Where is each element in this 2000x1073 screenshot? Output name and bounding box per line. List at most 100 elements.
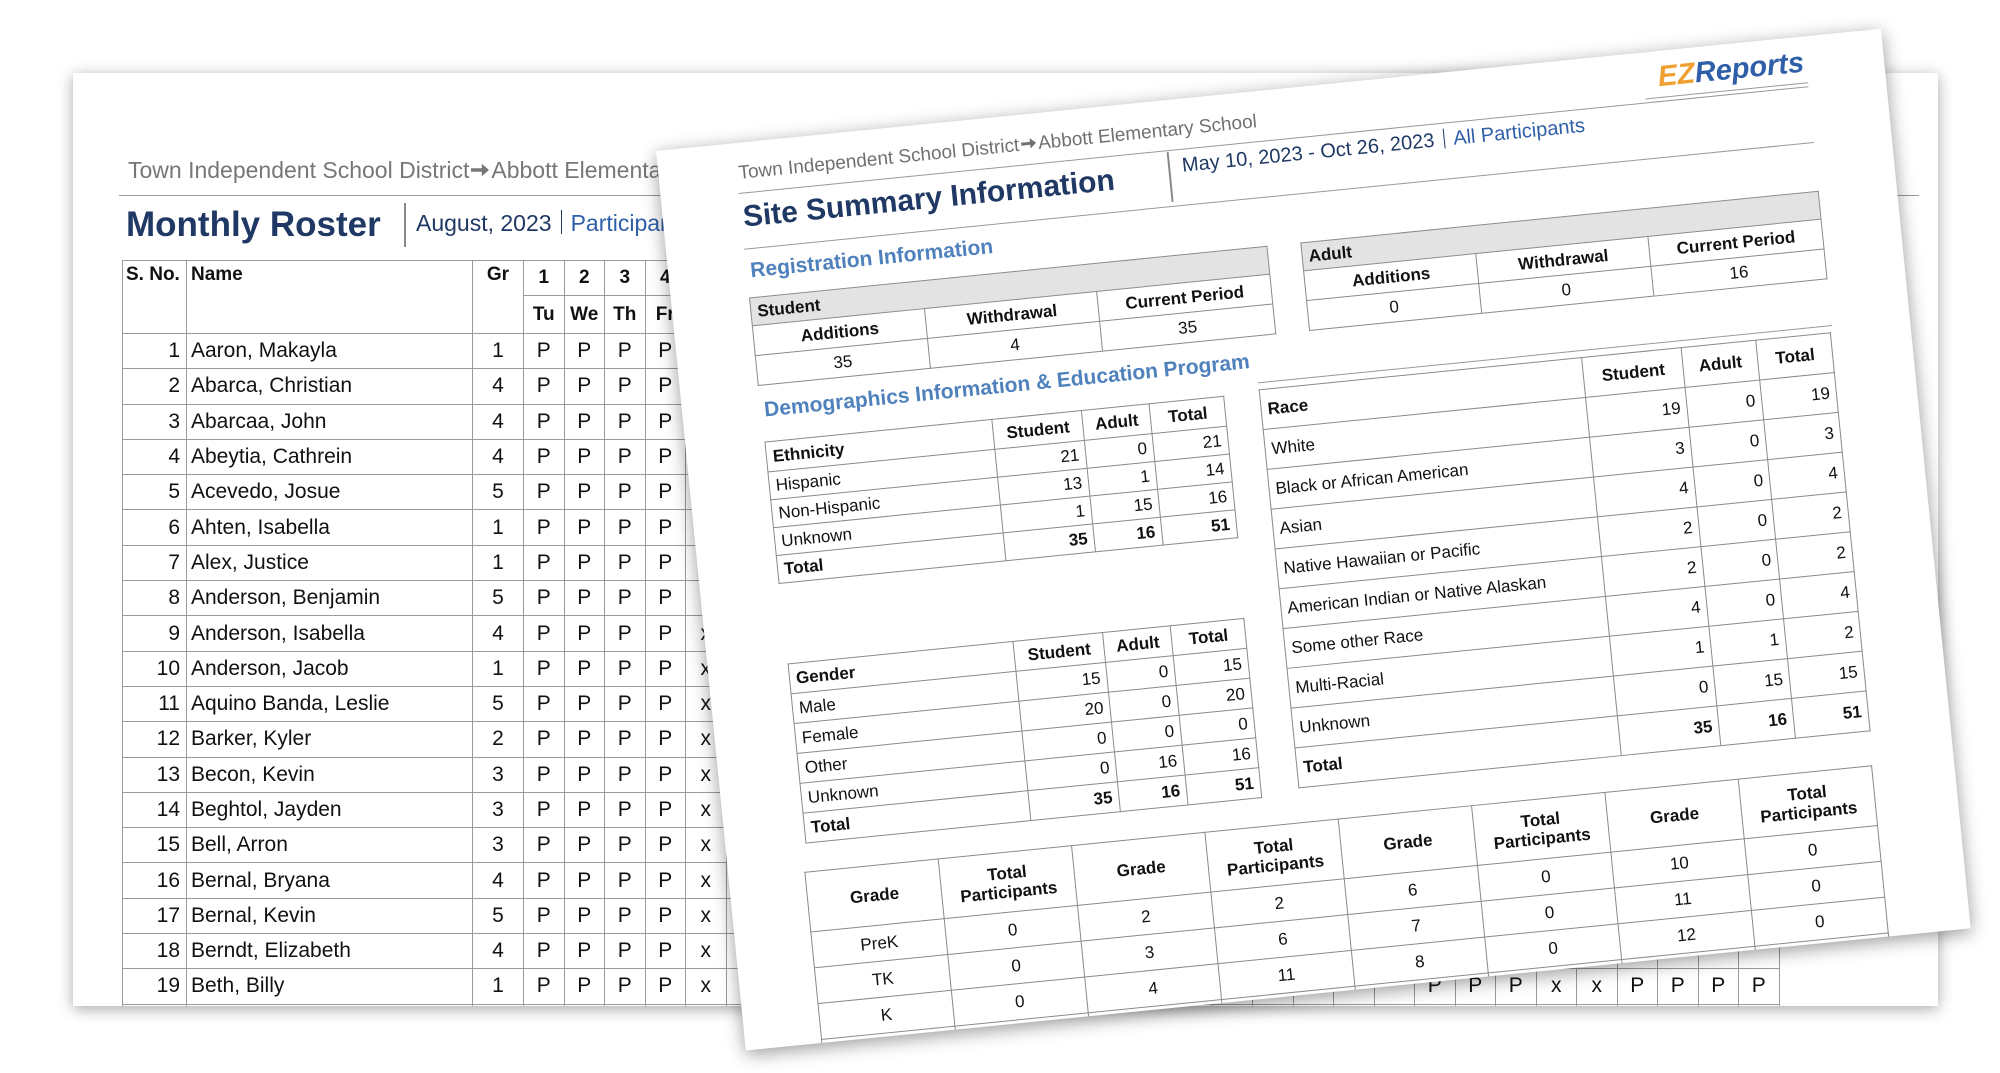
table-cell	[1373, 1003, 1415, 1006]
attendance-mark: P	[604, 580, 646, 617]
grade: 4	[472, 933, 524, 970]
student-name: Bell, Arron	[186, 827, 473, 864]
attendance-mark: P	[604, 368, 646, 405]
student-name: Becon, Kevin	[186, 756, 473, 793]
attendance-mark: P	[563, 650, 605, 687]
grade: 3	[472, 827, 524, 864]
serial-number: 2	[122, 368, 187, 405]
serial-number: 14	[122, 791, 187, 829]
table-cell	[472, 1003, 524, 1006]
table-cell	[604, 1003, 646, 1006]
ethnicity-table: Ethnicity Student Adult Total Hispanic 21 0 21 N…	[764, 396, 1238, 584]
attendance-mark: P	[563, 721, 605, 758]
weekday: Th	[604, 295, 646, 334]
table-cell	[122, 1003, 187, 1006]
attendance-mark: P	[604, 756, 646, 793]
attendance-mark: P	[604, 791, 646, 829]
student-name: Aquino Banda, Leslie	[186, 685, 473, 723]
attendance-mark: P	[604, 509, 646, 546]
table-cell	[1495, 1003, 1537, 1006]
weekday: Tu	[523, 295, 565, 334]
table-body: Ethnicity Student Adult Total Hispanic 21 0 21 N…	[764, 396, 1238, 584]
attendance-mark: P	[1697, 968, 1739, 1005]
attendance-mark: P	[563, 968, 605, 1005]
table-cell	[685, 1003, 727, 1006]
attendance-mark: x	[685, 827, 727, 864]
attendance-mark: P	[644, 544, 686, 582]
count: 16	[1117, 775, 1189, 812]
attendance-mark: P	[644, 509, 686, 546]
serial-number: 8	[122, 580, 187, 617]
attendance-mark: x	[1576, 968, 1618, 1005]
student-name: Abeytia, Cathrein	[186, 438, 473, 476]
attendance-mark: P	[523, 827, 565, 864]
attendance-mark: P	[1657, 968, 1699, 1005]
attendance-mark: P	[644, 438, 686, 476]
grade: 5	[472, 580, 524, 617]
grade: 5	[472, 685, 524, 723]
grade: 3	[472, 791, 524, 829]
attendance-mark: P	[523, 968, 565, 1005]
attendance-mark: P	[604, 474, 646, 511]
table-cell	[1292, 1003, 1334, 1006]
serial-number: 15	[122, 827, 187, 864]
serial-number: 19	[122, 968, 187, 1005]
table-cell	[1333, 1003, 1375, 1006]
student-name: Abarcaa, John	[186, 403, 473, 440]
serial-number: 13	[122, 756, 187, 793]
attendance-mark: P	[644, 756, 686, 793]
table-cell	[1576, 1003, 1618, 1006]
attendance-mark: P	[563, 933, 605, 970]
attendance-mark: P	[563, 509, 605, 546]
attendance-mark: P	[1738, 968, 1780, 1005]
serial-number: 6	[122, 509, 187, 546]
serial-number: 16	[122, 862, 187, 899]
table-body: Race Student Adult Total White 19 0 19 Black or …	[1259, 332, 1871, 788]
column-header: Name	[186, 260, 473, 334]
attendance-mark: P	[644, 862, 686, 899]
race-table: Race Student Adult Total White 19 0 19 Black or …	[1259, 332, 1871, 788]
attendance-mark: P	[644, 685, 686, 723]
column-header: S. No.	[122, 260, 187, 334]
grade: 4	[472, 368, 524, 405]
rule	[1166, 152, 1174, 203]
attendance-mark: x	[685, 897, 727, 935]
attendance-mark: P	[563, 368, 605, 405]
student-name: Bernal, Bryana	[186, 862, 473, 899]
grade: 1	[472, 650, 524, 687]
attendance-mark: P	[523, 791, 565, 829]
grade: 1	[472, 544, 524, 582]
grade: 1	[472, 968, 524, 1005]
breadcrumb-arrow	[1020, 138, 1037, 149]
serial-number: 9	[122, 615, 187, 652]
count: 16	[1716, 698, 1796, 746]
serial-number: 3	[122, 403, 187, 440]
breadcrumb: Town Independent School DistrictAbbott E…	[738, 111, 1258, 185]
attendance-mark: P	[523, 756, 565, 793]
attendance-mark: P	[563, 580, 605, 617]
attendance-mark: P	[563, 474, 605, 511]
district: Town Independent School District	[128, 157, 470, 183]
summary-page: EZReports Town Independent School Distric…	[656, 28, 1971, 1051]
serial-number: 7	[122, 544, 187, 582]
page-title: Monthly Roster	[126, 205, 381, 244]
student-name: Berndt, Elizabeth	[186, 933, 473, 970]
table-cell	[1211, 1003, 1253, 1006]
student-name: Abarca, Christian	[186, 368, 473, 405]
period-dates: August, 2023	[416, 210, 552, 236]
attendance-mark: P	[563, 862, 605, 899]
serial-number: 11	[122, 685, 187, 723]
grade: 3	[472, 756, 524, 793]
attendance-mark: P	[604, 897, 646, 935]
table-body: Adult Additions Withdrawal Current Period 0 0…	[1300, 191, 1827, 331]
student-name: Acevedo, Josue	[186, 474, 473, 511]
table-cell	[1738, 1003, 1780, 1006]
attendance-mark: P	[523, 509, 565, 546]
day-number: 1	[523, 260, 565, 296]
attendance-mark: P	[523, 438, 565, 476]
attendance-mark: P	[523, 650, 565, 687]
attendance-mark: P	[604, 827, 646, 864]
attendance-mark: P	[523, 685, 565, 723]
attendance-mark: P	[644, 933, 686, 970]
attendance-mark: P	[523, 615, 565, 652]
